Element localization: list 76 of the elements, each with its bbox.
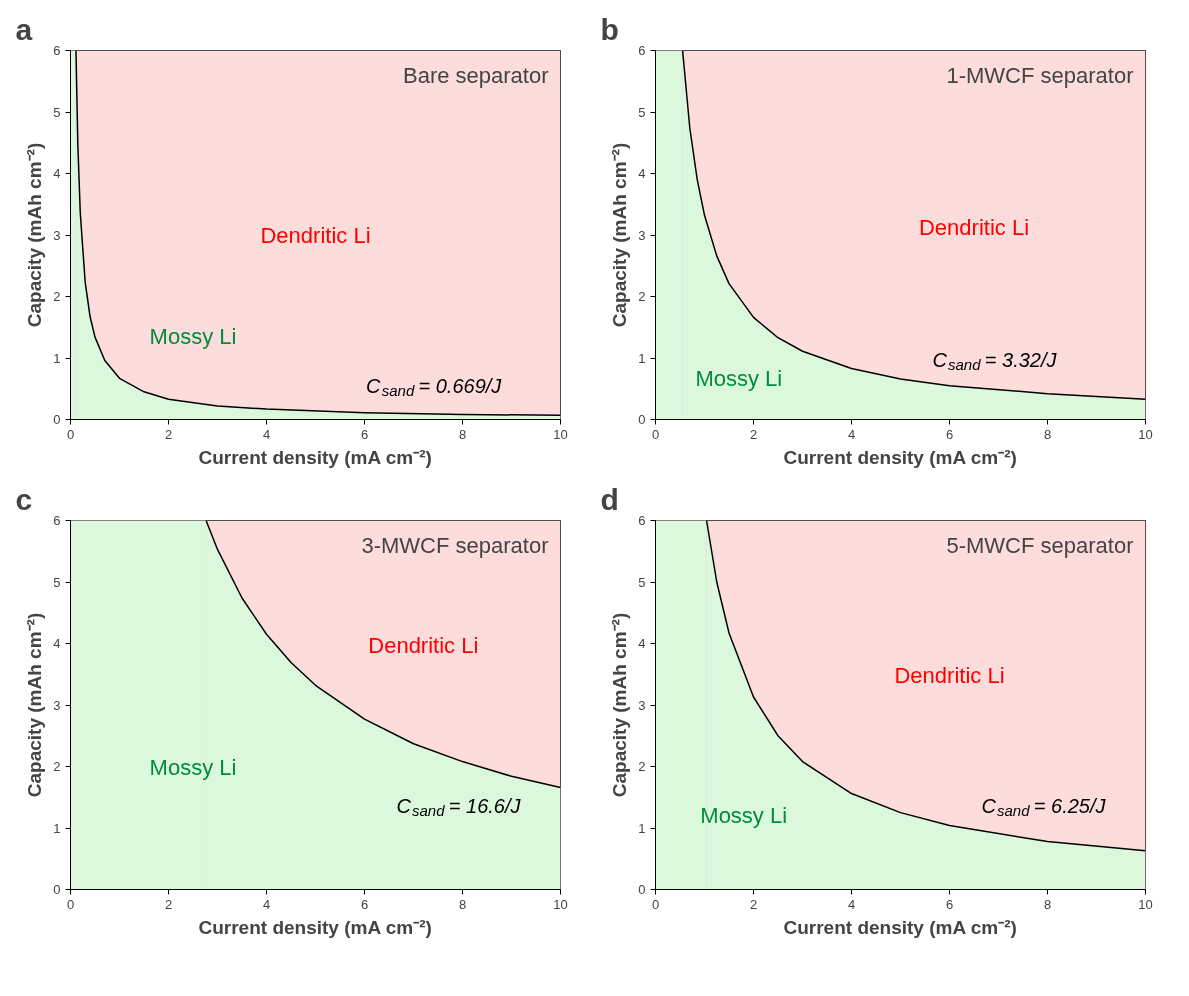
y-axis-title: Capacity (mAh cm⁻²) [609,612,631,798]
x-axis-title: Current density (mA cm⁻²) [198,916,432,938]
annotation: Dendritic Li [368,633,479,659]
x-axis-title: Current density (mA cm⁻²) [783,446,1017,468]
y-tick-label: 2 [638,759,646,774]
x-axis-title: Current density (mA cm⁻²) [198,446,432,468]
y-tick-label: 2 [53,759,61,774]
y-tick-label: 4 [53,166,61,181]
y-axis-title: Capacity (mAh cm⁻²) [609,142,631,328]
y-tick-label: 3 [638,227,646,243]
x-tick-label: 8 [1043,896,1052,912]
x-tick-label: 10 [553,426,568,442]
x-tick-label: 10 [1138,426,1153,442]
x-tick-label: 0 [651,896,660,912]
y-tick-label: 6 [638,43,646,58]
text: Bare separator [402,62,549,88]
y-tick-label: 0 [638,882,646,897]
y-tick-label: 1 [53,350,61,366]
y-tick-label: 5 [53,574,61,590]
y-tick-label: 3 [53,697,61,713]
x-tick-label: 0 [66,896,75,912]
x-tick-label: 6 [360,426,369,442]
annotation: Mossy Li [700,803,788,829]
y-tick-label: 3 [53,227,61,243]
y-tick-label: 6 [638,513,646,528]
x-tick-label: 6 [945,896,954,912]
chart-title: d [600,482,619,516]
x-tick-label: 2 [749,426,758,442]
x-tick-label: 2 [164,896,173,912]
y-tick-label: 5 [638,104,646,120]
x-tick-label: 2 [749,896,758,912]
x-tick-label: 10 [553,896,568,912]
text: 1-MWCF separator [946,62,1134,88]
x-tick-label: 8 [1043,426,1052,442]
y-tick-label: 1 [638,820,646,836]
y-tick-label: 3 [638,697,646,713]
y-tick-label: 6 [53,513,61,528]
x-tick-label: 4 [847,896,856,912]
y-tick-label: 4 [638,636,646,651]
annotation: Mossy Li [149,755,237,781]
x-tick-label: 4 [262,426,271,442]
y-tick-label: 0 [53,412,61,427]
x-tick-label: 10 [1138,896,1153,912]
annotation: Dendritic Li [918,215,1030,241]
y-tick-label: 1 [53,820,61,836]
annotation: Dendritic Li [894,662,1005,688]
y-tick-label: 6 [53,43,61,58]
annotation: Mossy Li [149,323,237,349]
x-axis-title: Current density (mA cm⁻²) [783,916,1017,938]
x-tick-label: 6 [360,896,369,912]
y-tick-label: 4 [638,166,646,181]
y-tick-label: 0 [53,882,61,897]
chart-title: c [15,482,33,516]
y-axis-title: Capacity (mAh cm⁻²) [24,612,46,798]
y-tick-label: 0 [638,412,646,427]
chart-title: b [600,12,619,46]
chart-title: a [15,12,33,46]
x-tick-label: 4 [262,896,271,912]
y-tick-label: 4 [53,636,61,651]
x-tick-label: 8 [458,426,467,442]
annotation: Mossy Li [695,366,783,392]
annotation: Dendritic Li [260,222,371,248]
y-tick-label: 2 [638,289,646,304]
y-tick-label: 5 [53,104,61,120]
y-axis-title: Capacity (mAh cm⁻²) [24,142,46,328]
text: 3-MWCF separator [361,532,549,558]
y-tick-label: 2 [53,289,61,304]
x-tick-label: 0 [651,426,660,442]
y-tick-label: 1 [638,350,646,366]
y-tick-label: 5 [638,574,646,590]
x-tick-label: 2 [164,426,173,442]
x-tick-label: 0 [66,426,75,442]
x-tick-label: 8 [458,896,467,912]
x-tick-label: 6 [945,426,954,442]
text: 5-MWCF separator [946,532,1134,558]
x-tick-label: 4 [847,426,856,442]
